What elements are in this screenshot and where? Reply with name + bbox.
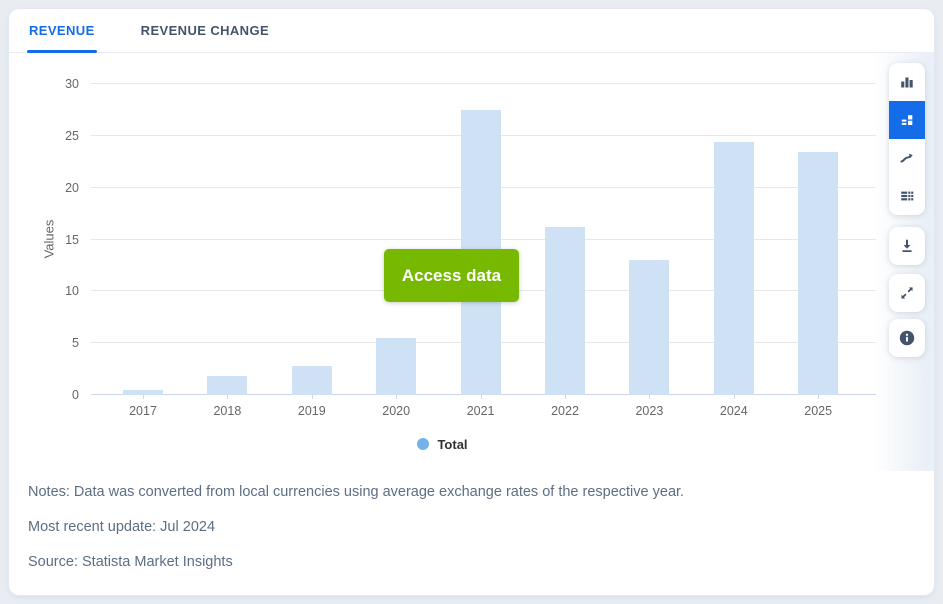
x-tick xyxy=(396,395,398,399)
y-tick-label: 10 xyxy=(65,284,79,299)
x-tick-label: 2019 xyxy=(297,404,326,418)
bar-2023[interactable] xyxy=(629,260,670,395)
trend-line-icon[interactable] xyxy=(889,139,925,177)
data-table-glyph xyxy=(901,191,914,201)
bar-2024[interactable] xyxy=(713,142,754,395)
chart-area: Values 0 5 10 15 20 25 30 2017 2018 2019 2020 2021 2… xyxy=(9,53,934,471)
legend-item-total[interactable]: Total xyxy=(9,436,876,452)
x-tick xyxy=(565,395,566,399)
footnotes: Notes: Data was converted from local cur… xyxy=(9,471,934,570)
bar-2025[interactable] xyxy=(798,152,839,395)
update-line: Most recent update: Jul 2024 xyxy=(28,519,216,535)
x-tick xyxy=(311,395,313,399)
y-tick-label: 30 xyxy=(65,77,79,91)
x-tick xyxy=(649,395,651,399)
x-tick-label: 2021 xyxy=(466,404,495,418)
x-tick-label: 2017 xyxy=(129,404,157,418)
bar-2020[interactable] xyxy=(376,337,417,395)
plot-area: 0 5 10 15 20 25 30 2017 2018 2019 2020 2021 2022 2023… xyxy=(65,77,876,418)
notes-line: Notes: Data was converted from local cur… xyxy=(28,484,685,500)
trend-line-glyph xyxy=(900,153,913,163)
data-table-icon[interactable] xyxy=(889,177,925,215)
expand-button[interactable] xyxy=(889,274,925,312)
block-chart-glyph xyxy=(901,115,913,125)
y-tick-label: 25 xyxy=(65,128,79,143)
info-icon xyxy=(899,330,915,346)
x-tick-label: 2018 xyxy=(213,404,242,418)
legend-label: Total xyxy=(437,436,468,452)
chart-type-toolbar xyxy=(889,63,925,215)
access-data-button[interactable]: Access data xyxy=(384,249,519,302)
column-chart-icon[interactable] xyxy=(889,63,925,101)
x-tick xyxy=(227,395,229,399)
y-tick-label: 15 xyxy=(65,232,79,247)
chart-card: REVENUE REVENUE CHANGE Values 0 5 10 15 20 25… xyxy=(8,8,935,596)
info-button[interactable] xyxy=(889,319,925,357)
column-chart-glyph xyxy=(901,77,913,88)
y-tick-label: 5 xyxy=(72,336,79,351)
bar-2018[interactable] xyxy=(207,376,248,395)
x-tick-label: 2020 xyxy=(382,404,411,418)
source-line: Source: Statista Market Insights xyxy=(28,554,233,570)
gridline xyxy=(91,83,876,84)
tab-revenue-change[interactable]: REVENUE CHANGE xyxy=(140,23,270,38)
block-chart-icon[interactable] xyxy=(889,101,925,139)
x-tick-label: 2022 xyxy=(551,404,579,418)
x-tick xyxy=(480,395,482,399)
x-tick-label: 2023 xyxy=(635,404,664,418)
x-tick-label: 2024 xyxy=(719,404,748,418)
tab-bar: REVENUE REVENUE CHANGE xyxy=(9,9,934,53)
x-tick xyxy=(733,395,735,399)
y-tick-label: 0 xyxy=(72,388,79,402)
download-button[interactable] xyxy=(889,227,925,265)
download-icon xyxy=(902,239,912,252)
y-tick-label: 20 xyxy=(65,180,79,195)
bar-2019[interactable] xyxy=(291,365,332,395)
bar-2017[interactable] xyxy=(123,389,163,395)
bar-2022[interactable] xyxy=(545,227,585,395)
x-tick xyxy=(143,395,144,399)
expand-icon xyxy=(901,287,913,299)
legend-marker-icon xyxy=(417,438,430,450)
x-tick-label: 2025 xyxy=(804,404,833,418)
tab-revenue[interactable]: REVENUE xyxy=(17,9,107,53)
x-tick xyxy=(818,395,820,399)
